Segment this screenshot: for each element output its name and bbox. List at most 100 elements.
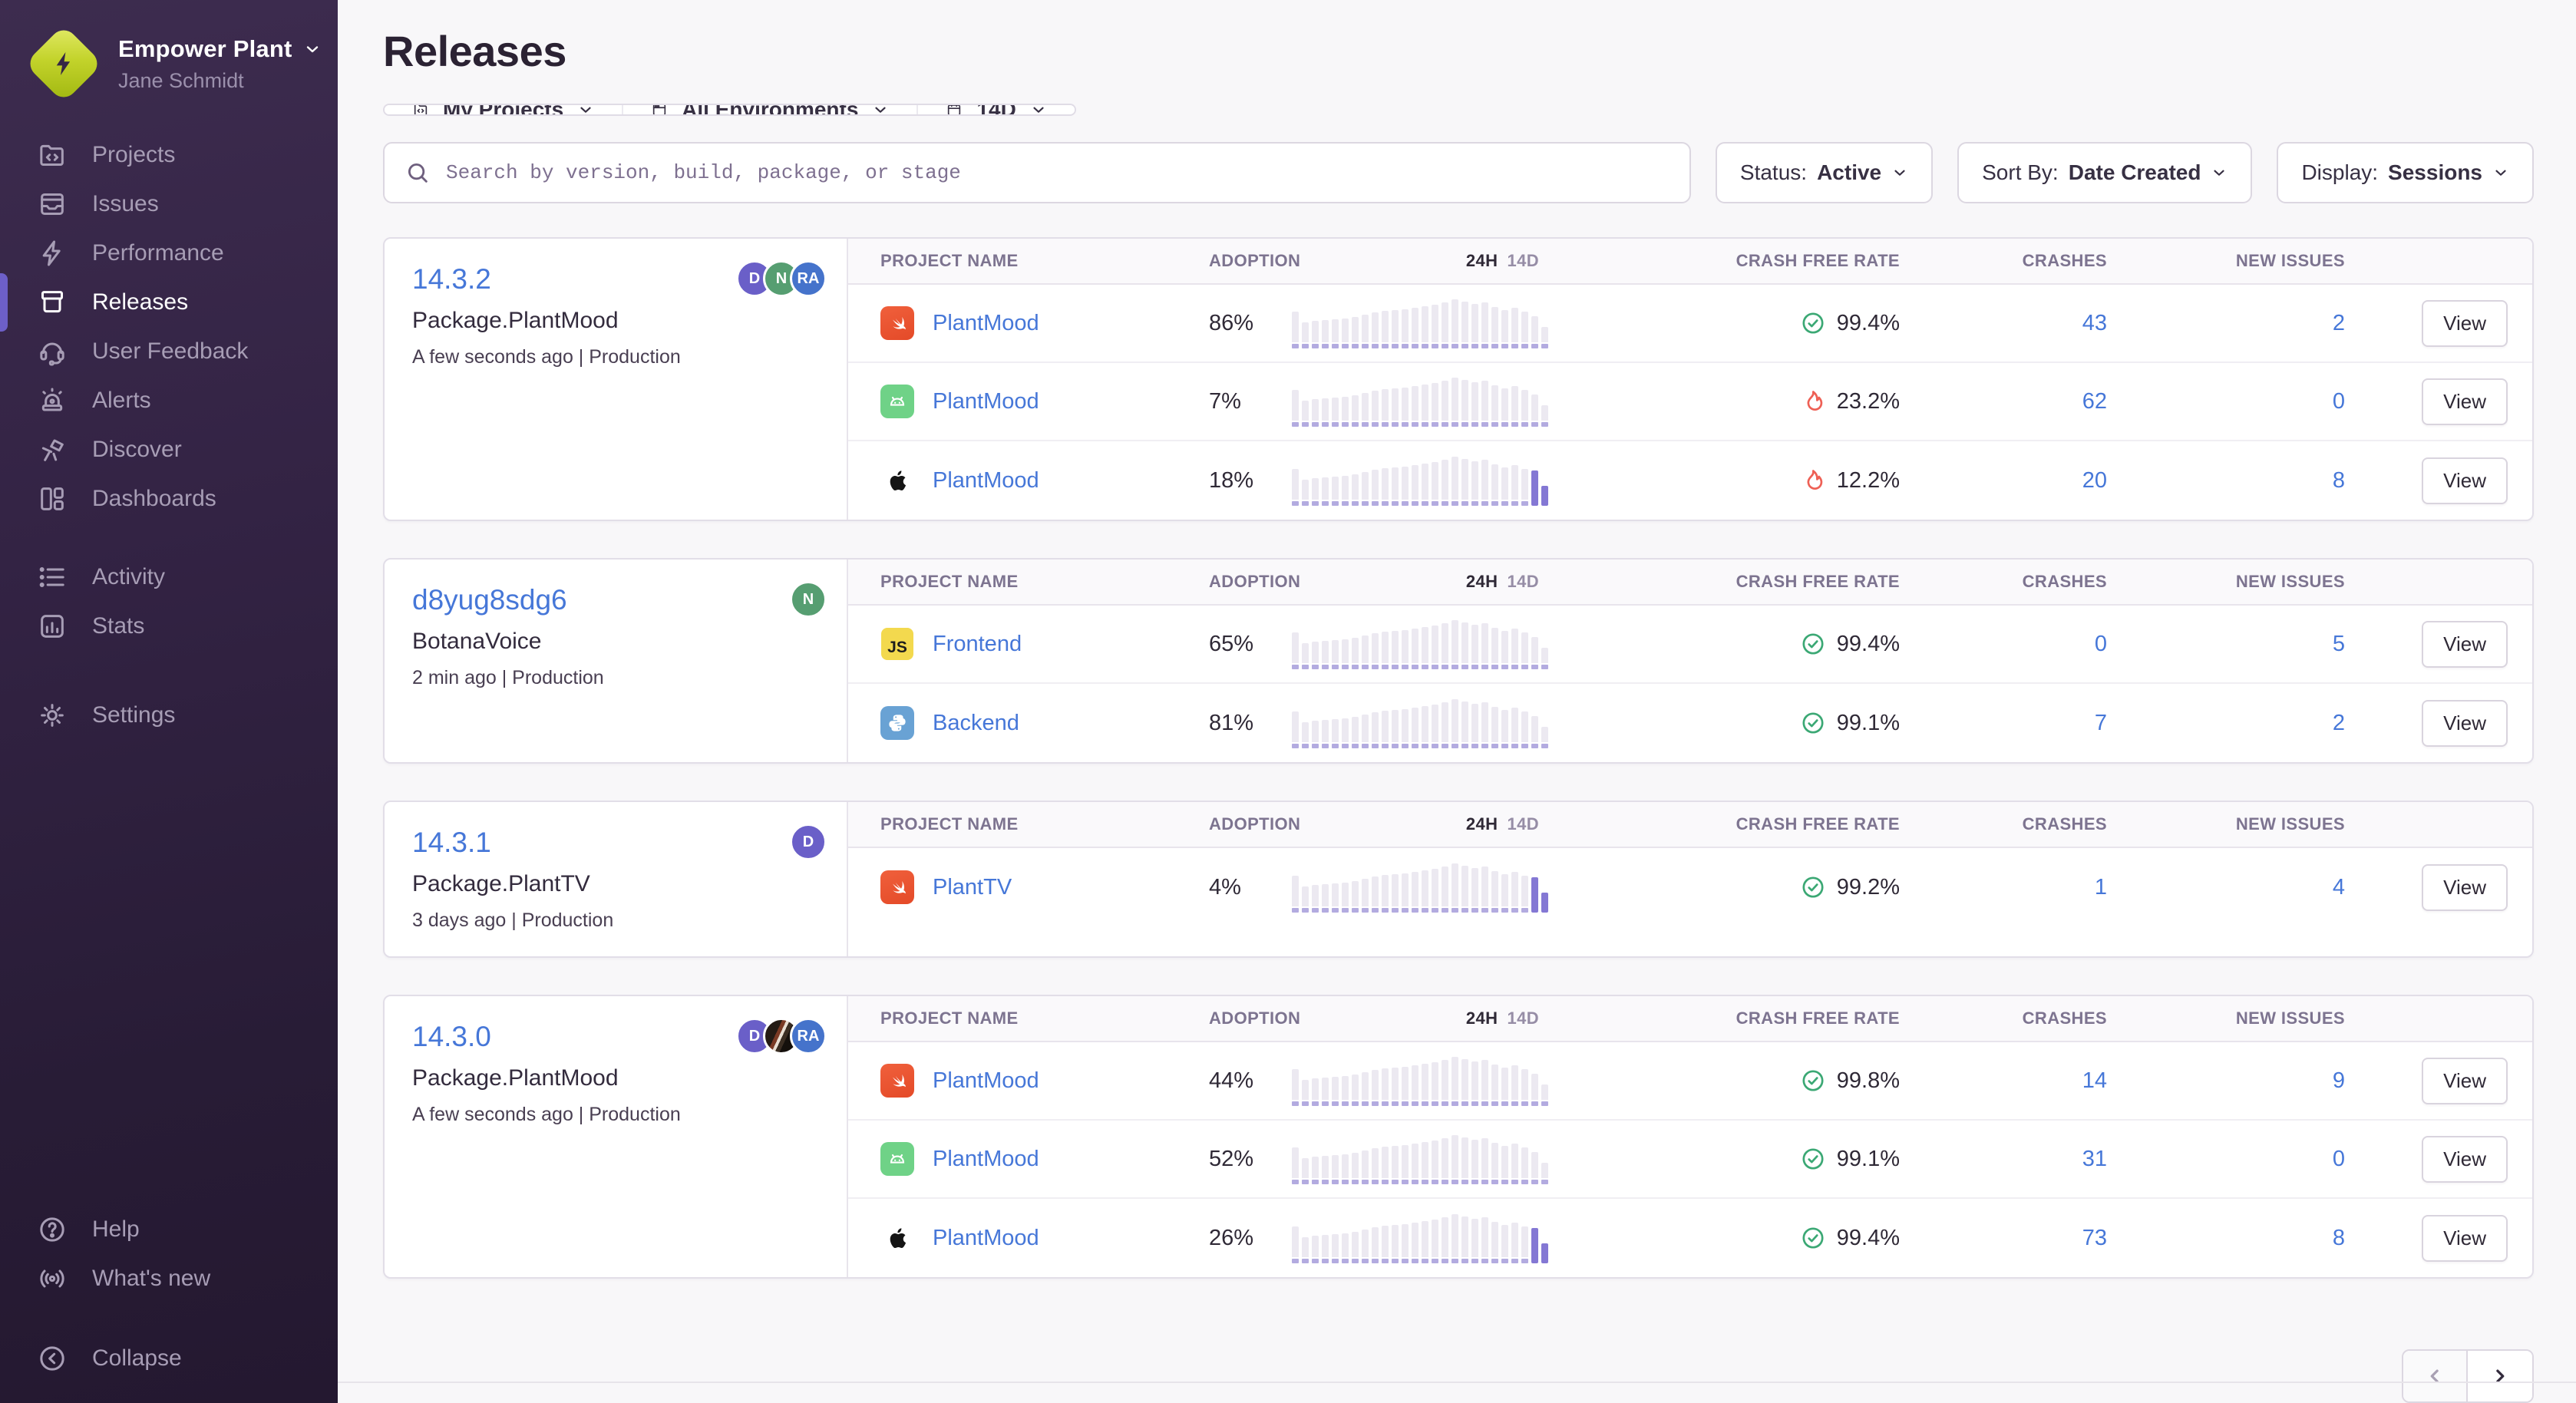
col-crashes: CRASHES: [2022, 251, 2107, 270]
sidebar-item-dashboards[interactable]: Dashboards: [0, 474, 338, 523]
col-crashes: CRASHES: [2022, 814, 2107, 834]
release-package: Package.PlantMood: [412, 1065, 619, 1091]
col-crashes: CRASHES: [2022, 572, 2107, 591]
sidebar-item-alerts[interactable]: Alerts: [0, 376, 338, 425]
toggle-24h[interactable]: 24H: [1465, 251, 1498, 270]
sidebar-item-discover[interactable]: Discover: [0, 425, 338, 474]
crashes-link[interactable]: 73: [2082, 1225, 2107, 1250]
status-dropdown[interactable]: Status: Active: [1715, 142, 1934, 203]
sidebar-item-settings[interactable]: Settings: [0, 691, 338, 740]
project-link[interactable]: PlantMood: [933, 1146, 1039, 1171]
adoption-value: 18%: [1209, 467, 1254, 493]
project-link[interactable]: Frontend: [933, 631, 1022, 656]
chevron-left-icon: [2430, 1369, 2439, 1383]
sidebar-item-releases[interactable]: Releases: [0, 278, 338, 327]
toggle-14d[interactable]: 14D: [1507, 1009, 1539, 1028]
projects-icon: [35, 138, 69, 172]
sidebar-item-help[interactable]: Help: [0, 1205, 338, 1254]
release-project-row: PlantTV 4% 99.2% 1 4 View: [848, 848, 2532, 926]
crashes-link[interactable]: 0: [2094, 631, 2107, 656]
project-link[interactable]: PlantMood: [933, 1068, 1039, 1093]
adoption-sparkline: [1292, 1055, 1548, 1106]
project-link[interactable]: PlantTV: [933, 874, 1012, 900]
org-switcher[interactable]: Empower Plant Jane Schmidt: [0, 0, 338, 130]
project-link[interactable]: Backend: [933, 710, 1019, 735]
release-avatars: D N RA: [736, 260, 827, 297]
sidebar-item-stats[interactable]: Stats: [0, 602, 338, 651]
toggle-14d[interactable]: 14D: [1507, 572, 1539, 591]
view-button[interactable]: View: [2422, 299, 2508, 347]
view-button[interactable]: View: [2422, 863, 2508, 911]
sidebar-item-issues[interactable]: Issues: [0, 180, 338, 229]
project-link[interactable]: PlantMood: [933, 310, 1039, 335]
pagination-next-button[interactable]: [2468, 1351, 2532, 1401]
discover-icon: [35, 433, 69, 467]
view-button[interactable]: View: [2422, 378, 2508, 425]
project-link[interactable]: PlantMood: [933, 467, 1039, 493]
crashes-link[interactable]: 1: [2094, 874, 2107, 900]
release-version-link[interactable]: 14.3.2: [412, 263, 491, 295]
toggle-24h[interactable]: 24H: [1465, 814, 1498, 834]
toggle-14d[interactable]: 14D: [1507, 814, 1539, 834]
crashes-link[interactable]: 62: [2082, 388, 2107, 414]
new-issues-link[interactable]: 0: [2332, 1146, 2345, 1171]
sidebar-item-performance[interactable]: Performance: [0, 229, 338, 278]
new-issues-link[interactable]: 4: [2332, 874, 2345, 900]
toggle-24h[interactable]: 24H: [1465, 1009, 1498, 1028]
sidebar-footer: Help What's new Collapse: [0, 1205, 338, 1383]
project-link[interactable]: PlantMood: [933, 1225, 1039, 1250]
user-avatar: N: [790, 581, 827, 618]
release-package: Package.PlantTV: [412, 871, 590, 896]
sidebar-nav: Projects Issues Performance Releases Use…: [0, 130, 338, 740]
new-issues-link[interactable]: 8: [2332, 1225, 2345, 1250]
crashes-link[interactable]: 31: [2082, 1146, 2107, 1171]
col-project-name: PROJECT NAME: [880, 814, 1019, 834]
view-button[interactable]: View: [2422, 457, 2508, 504]
sidebar-collapse[interactable]: Collapse: [0, 1334, 338, 1383]
new-issues-link[interactable]: 2: [2332, 710, 2345, 735]
view-button[interactable]: View: [2422, 1214, 2508, 1262]
chevron-down-icon: [1030, 105, 1047, 114]
toggle-14d[interactable]: 14D: [1507, 251, 1539, 270]
project-link[interactable]: PlantMood: [933, 388, 1039, 414]
display-dropdown[interactable]: Display: Sessions: [2277, 142, 2534, 203]
release-version-link[interactable]: 14.3.0: [412, 1021, 491, 1052]
view-button[interactable]: View: [2422, 1135, 2508, 1183]
release-package: Package.PlantMood: [412, 308, 619, 333]
search-input[interactable]: [446, 161, 1669, 184]
sort-by-dropdown[interactable]: Sort By: Date Created: [1957, 142, 2253, 203]
crashes-link[interactable]: 7: [2094, 710, 2107, 735]
new-issues-link[interactable]: 8: [2332, 467, 2345, 493]
new-issues-link[interactable]: 0: [2332, 388, 2345, 414]
adoption-value: 7%: [1209, 388, 1241, 414]
sidebar-item-user-feedback[interactable]: User Feedback: [0, 327, 338, 376]
view-button[interactable]: View: [2422, 1057, 2508, 1104]
new-issues-link[interactable]: 2: [2332, 310, 2345, 335]
releases-icon: [35, 286, 69, 319]
release-meta: A few seconds ago | Production: [412, 1104, 681, 1125]
sidebar-item-projects[interactable]: Projects: [0, 130, 338, 180]
date-range-filter[interactable]: 14D: [916, 105, 1075, 114]
sidebar-item-what-s-new[interactable]: What's new: [0, 1254, 338, 1303]
crash-free-value: 99.1%: [1836, 710, 1900, 735]
release-version-link[interactable]: 14.3.1: [412, 827, 491, 858]
view-button[interactable]: View: [2422, 699, 2508, 747]
crash-free-ok-icon: [1800, 1225, 1826, 1251]
chevron-right-icon: [2496, 1369, 2505, 1383]
sidebar-item-activity[interactable]: Activity: [0, 553, 338, 602]
projects-filter[interactable]: My Projects: [385, 105, 623, 114]
toggle-24h[interactable]: 24H: [1465, 572, 1498, 591]
crashes-link[interactable]: 14: [2082, 1068, 2107, 1093]
pagination-prev-button[interactable]: [2403, 1351, 2468, 1401]
new-issues-link[interactable]: 5: [2332, 631, 2345, 656]
release-meta: A few seconds ago | Production: [412, 346, 681, 368]
crashes-link[interactable]: 43: [2082, 310, 2107, 335]
environments-filter[interactable]: All Environments: [622, 105, 917, 114]
search-box[interactable]: [383, 142, 1691, 203]
view-button[interactable]: View: [2422, 620, 2508, 668]
swift-icon: [880, 870, 914, 904]
release-version-link[interactable]: d8yug8sdg6: [412, 584, 567, 616]
crashes-link[interactable]: 20: [2082, 467, 2107, 493]
col-crash-free-rate: CRASH FREE RATE: [1735, 814, 1900, 834]
new-issues-link[interactable]: 9: [2332, 1068, 2345, 1093]
